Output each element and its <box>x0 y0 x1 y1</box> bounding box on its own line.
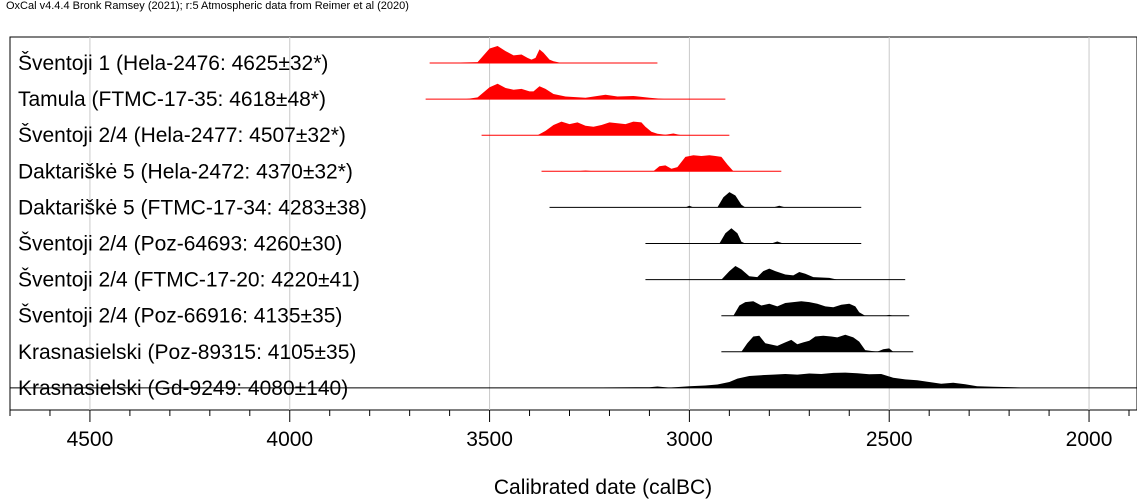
range-lines <box>10 62 1137 389</box>
x-tick-label: 2000 <box>1066 428 1113 451</box>
series-label: Tamula (FTMC-17-35: 4618±48*) <box>18 88 326 111</box>
x-tick-label: 3500 <box>466 428 513 451</box>
distribution-area <box>721 266 838 280</box>
distribution-area <box>569 372 1042 388</box>
series-label: Šventoji 1 (Hela-2476: 4625±32*) <box>18 52 328 75</box>
series-label: Šventoji 2/4 (FTMC-17-20: 4220±41) <box>18 269 360 292</box>
distribution-area <box>465 83 666 100</box>
x-tick-label: 4000 <box>266 428 313 451</box>
plot-frame <box>9 36 1137 411</box>
series-label: Šventoji 2/4 (Poz-66916: 4135±35) <box>18 305 342 328</box>
distribution-area <box>537 121 682 136</box>
x-tick-label: 2500 <box>866 428 913 451</box>
x-axis: 4500 4000 3500 3000 2500 2000 <box>9 410 1130 451</box>
chart-header: OxCal v4.4.4 Bronk Ramsey (2021); r:5 At… <box>6 0 409 12</box>
distribution-area <box>719 228 784 244</box>
series-label: Šventoji 2/4 (Hela-2477: 4507±32*) <box>18 124 346 147</box>
distribution-area <box>741 334 894 352</box>
x-tick-label: 3000 <box>666 428 713 451</box>
series-label: Daktariškė 5 (FTMC-17-34: 4283±38) <box>18 196 367 219</box>
series-label: Krasnasielski (Poz-89315: 4105±35) <box>18 341 356 364</box>
x-axis-label: Calibrated date (calBC) <box>494 476 712 499</box>
series-labels: Šventoji 1 (Hela-2476: 4625±32*) Tamula (… <box>18 52 367 400</box>
distribution-area <box>437 46 562 63</box>
series-label: Šventoji 2/4 (Poz-64693: 4260±30) <box>18 233 342 256</box>
grid-lines <box>89 37 1090 410</box>
distribution-area <box>577 155 734 172</box>
x-tick-label: 4500 <box>67 428 114 451</box>
distribution-area <box>733 301 894 316</box>
series-label: Daktariškė 5 (Hela-2472: 4370±32*) <box>18 160 353 183</box>
distributions <box>437 46 1042 388</box>
distribution-area <box>685 192 786 208</box>
series-label: Krasnasielski (Gd-9249: 4080±140) <box>18 377 348 400</box>
